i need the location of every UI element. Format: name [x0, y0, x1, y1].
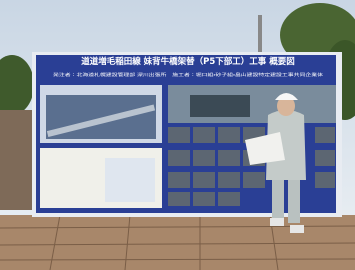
sign-title: 道道増毛稲田線 妹背牛橋架替（P5下部工）工事 概要図 — [81, 56, 295, 67]
pole — [258, 15, 262, 55]
photo: 道道増毛稲田線 妹背牛橋架替（P5下部工）工事 概要図 発注者：北海道札幌建設管… — [0, 0, 355, 270]
page: 道道増毛稲田線 妹背牛橋架替（P5下部工）工事 概要図 発注者：北海道札幌建設管… — [0, 0, 355, 270]
sign-diagram-part — [105, 158, 155, 202]
site-image — [190, 95, 250, 117]
sign-subtitle: 発注者：北海道札幌建設管理部 深川出張所 施工者：堀口組・砂子組・畠山建設特定建… — [53, 71, 323, 77]
wooden-deck — [0, 215, 355, 270]
